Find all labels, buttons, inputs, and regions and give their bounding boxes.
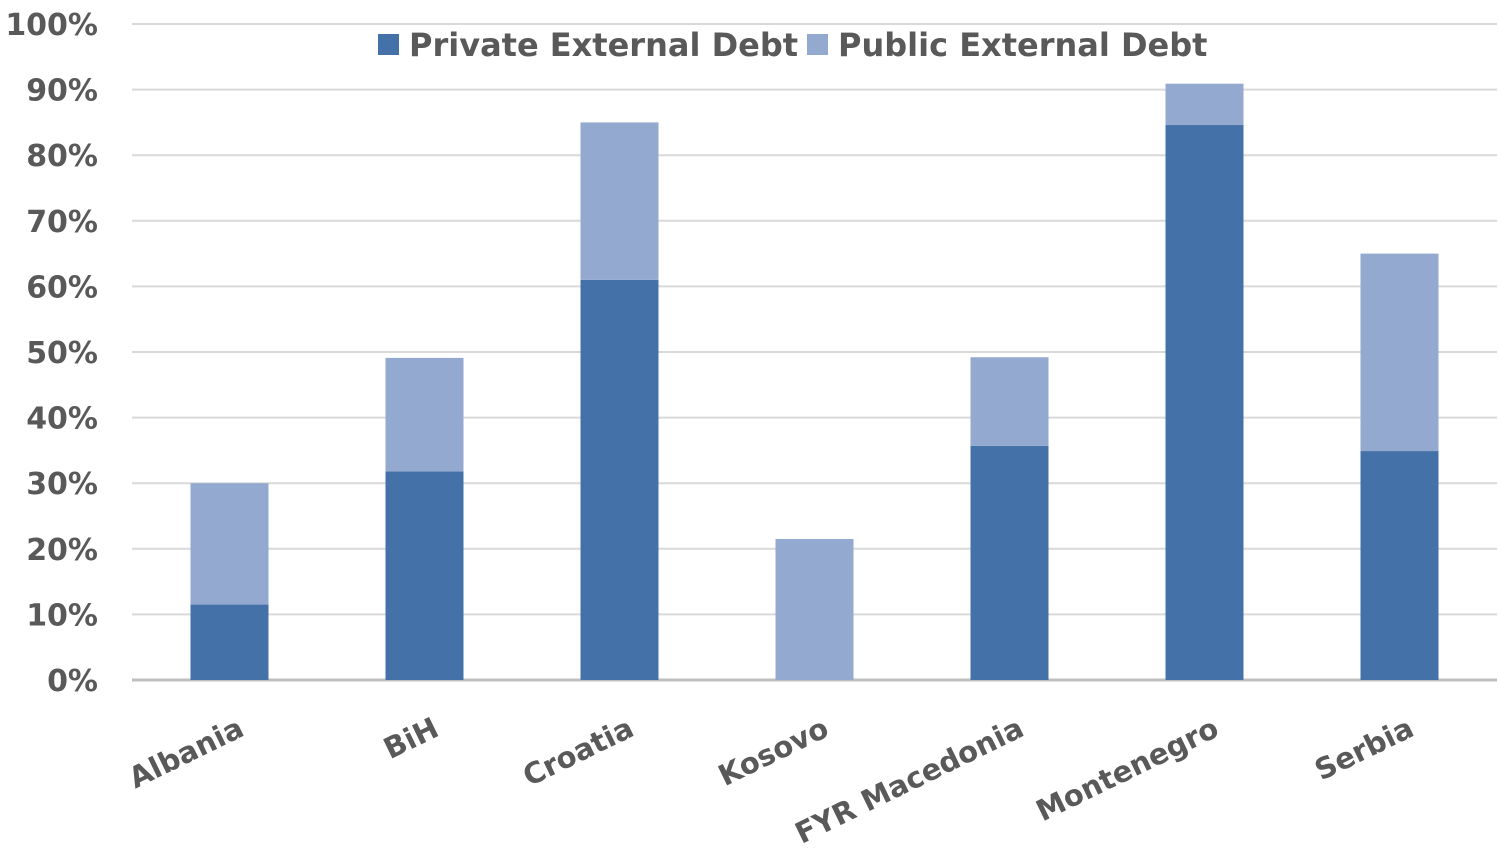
legend: Private External Debt Public External Deb… <box>378 26 1207 64</box>
y-tick-label: 90% <box>26 74 98 109</box>
x-category-label: Serbia <box>1309 711 1418 788</box>
x-category-label: Albania <box>123 711 248 795</box>
bar-segment-public <box>580 122 659 280</box>
x-category-label: BiH <box>378 711 444 766</box>
legend-item: Public External Debt <box>807 26 1207 64</box>
bar-segment-private <box>190 604 269 680</box>
bar-segment-public <box>1360 253 1439 452</box>
y-tick-label: 0% <box>47 664 98 699</box>
bar-segment-public <box>775 538 854 680</box>
x-category-label: Croatia <box>517 711 638 793</box>
y-tick-label: 10% <box>26 598 98 633</box>
y-tick-label: 70% <box>26 205 98 240</box>
legend-swatch <box>378 34 399 55</box>
y-tick-label: 20% <box>26 533 98 568</box>
bar-segment-public <box>1165 83 1244 126</box>
bar-segment-private <box>1360 451 1439 680</box>
legend-label: Public External Debt <box>838 26 1207 64</box>
bar-segment-private <box>385 471 464 680</box>
y-tick-label: 40% <box>26 402 98 437</box>
legend-swatch <box>807 34 828 55</box>
x-category-label: Kosovo <box>713 711 834 793</box>
y-tick-label: 60% <box>26 270 98 305</box>
y-tick-label: 30% <box>26 467 98 502</box>
y-tick-label: 100% <box>5 8 98 43</box>
y-tick-label: 50% <box>26 336 98 371</box>
bar-segment-public <box>190 483 269 605</box>
legend-item: Private External Debt <box>378 26 798 64</box>
y-axis-tick-labels: 0% 10% 20% 30% 40% 50% 60% 70% 80% 90% 100% <box>5 8 98 699</box>
bar-segment-private <box>580 279 659 680</box>
bar-segment-private <box>1165 125 1244 681</box>
bars <box>190 83 1439 681</box>
x-category-label: Montenegro <box>1031 711 1224 828</box>
legend-label: Private External Debt <box>409 26 798 64</box>
gridlines <box>132 23 1497 682</box>
bar-segment-public <box>970 357 1049 446</box>
y-tick-label: 80% <box>26 139 98 174</box>
bar-segment-public <box>385 357 464 472</box>
bar-segment-private <box>970 445 1049 680</box>
